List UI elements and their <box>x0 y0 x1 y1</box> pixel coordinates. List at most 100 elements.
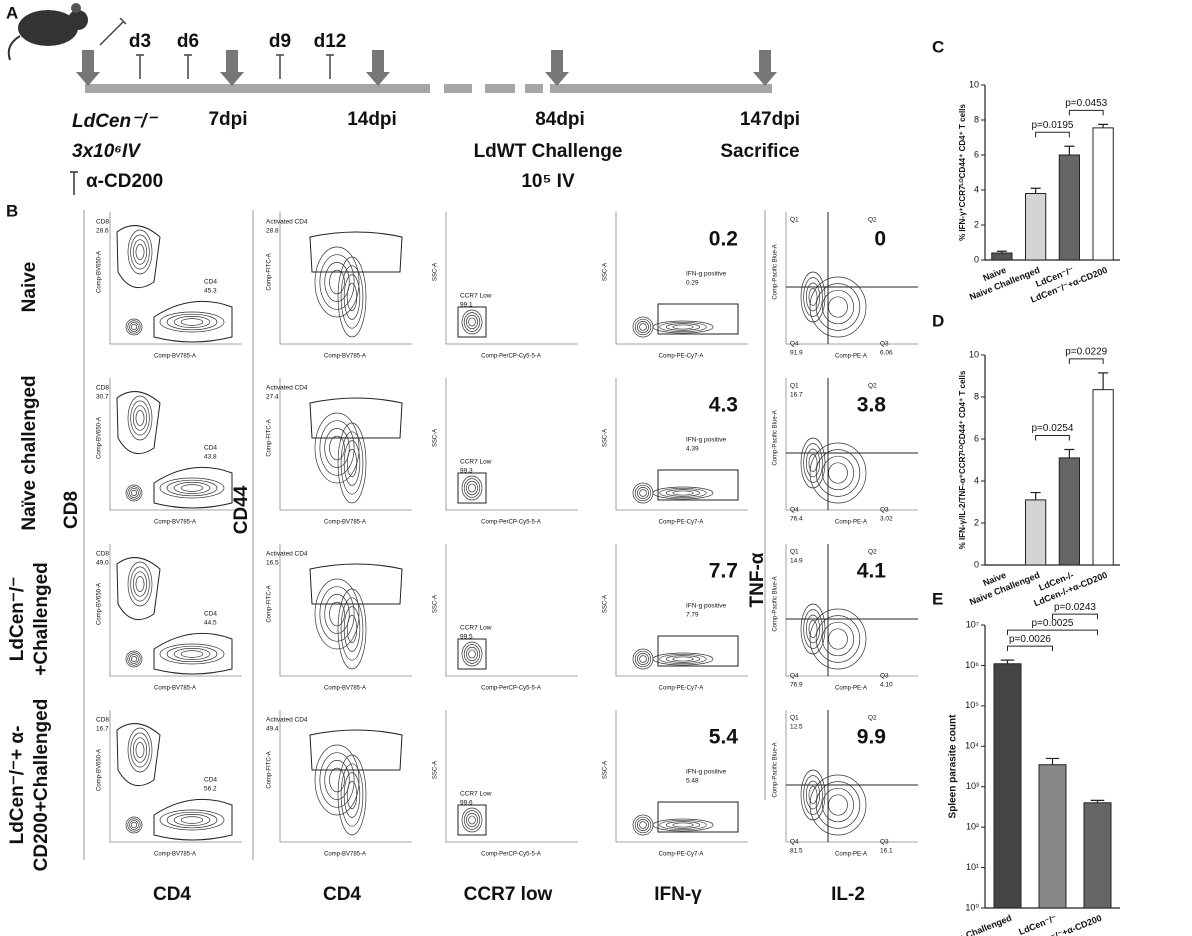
population <box>166 645 218 663</box>
quadrant <box>786 544 918 676</box>
gate-value: 91.9 <box>790 350 803 357</box>
panel-letter: B <box>6 201 18 220</box>
quadrant <box>786 212 918 344</box>
gate-label: CD8 <box>96 385 109 392</box>
injection-day: d9 <box>269 31 291 52</box>
p-value: p=0.0026 <box>1009 634 1051 645</box>
gate-value: 16.7 <box>790 392 803 399</box>
population <box>463 478 481 498</box>
plot-axes <box>785 378 918 511</box>
error-bar <box>1098 372 1109 390</box>
population <box>125 318 143 336</box>
population <box>639 821 647 829</box>
plot-axes <box>445 544 578 677</box>
population <box>166 479 218 497</box>
error-bar <box>1000 659 1015 664</box>
gate-label: Q4 <box>790 341 799 348</box>
y-tick-label: 10⁵ <box>965 700 979 710</box>
channel-x: Comp-PE-Cy7-A <box>659 520 704 526</box>
channel-x: Comp-PE-Cy7-A <box>659 686 704 692</box>
gate-label: Q4 <box>790 673 799 680</box>
population <box>329 767 345 793</box>
column-axis-label: CD8 <box>61 491 82 529</box>
population <box>129 820 139 830</box>
population <box>815 283 861 331</box>
gate <box>657 801 739 833</box>
channel-y: Comp-Pacific Blue-A <box>773 742 779 797</box>
gate-value: 56.2 <box>204 786 217 793</box>
gate-value: 16.1 <box>880 848 893 855</box>
channel-x: Comp-PE-A <box>835 686 867 692</box>
gate-label: Activated CD4 <box>266 385 308 392</box>
population <box>461 807 483 833</box>
population <box>815 449 861 497</box>
channel-y: Comp-Pacific Blue-A <box>773 410 779 465</box>
error-bar <box>996 250 1007 253</box>
gate-value: 99.6 <box>460 800 473 807</box>
population <box>132 571 148 597</box>
population <box>173 648 211 660</box>
channel-y: Comp-Pacific Blue-A <box>773 244 779 299</box>
channel-x: Comp-PE-A <box>835 852 867 858</box>
channel-y: SSC-A <box>603 595 609 613</box>
channel-x: Comp-PE-Cy7-A <box>659 852 704 858</box>
channel-x: Comp-BV785-A <box>154 354 196 360</box>
population <box>468 317 476 327</box>
gate <box>309 231 403 273</box>
plot-axes <box>445 212 578 345</box>
population <box>665 489 701 497</box>
gate-value: 28.8 <box>266 228 279 235</box>
population <box>808 786 818 804</box>
population <box>639 489 647 497</box>
population <box>135 576 145 592</box>
significance-bracket <box>1007 629 1098 636</box>
y-tick-label: 8 <box>974 114 979 124</box>
channel-x: Comp-BV785-A <box>154 520 196 526</box>
gate <box>116 723 161 787</box>
population <box>634 650 652 668</box>
gate-label: Q3 <box>880 341 889 348</box>
population <box>632 814 654 836</box>
gate-label: IFN-g positive <box>686 603 726 610</box>
column-axis-label: CD44 <box>231 485 252 534</box>
population <box>340 265 364 329</box>
channel-x: Comp-BV785-A <box>324 686 366 692</box>
gate <box>457 472 487 504</box>
y-tick-label: 0 <box>974 254 979 264</box>
gate <box>657 469 739 501</box>
population <box>672 490 694 496</box>
gate-label: Q1 <box>790 715 799 722</box>
population <box>659 487 707 499</box>
p-value: p=0.0453 <box>1065 98 1107 109</box>
channel-y: SSC-A <box>603 761 609 779</box>
population <box>800 769 826 821</box>
gate-label: CCR7 Low <box>460 791 492 798</box>
injection-day: d3 <box>129 31 151 52</box>
channel-y: SSC-A <box>433 595 439 613</box>
population <box>461 475 483 501</box>
population <box>461 641 483 667</box>
gate-label: CCR7 Low <box>460 293 492 300</box>
population <box>637 321 649 333</box>
population <box>803 775 823 815</box>
population <box>130 655 138 663</box>
panel-letter: E <box>932 589 943 608</box>
y-tick-label: 6 <box>974 149 979 159</box>
population <box>127 818 141 832</box>
gate <box>309 563 403 605</box>
population <box>466 314 478 330</box>
population <box>127 395 153 441</box>
gate-value: 16.7 <box>96 726 109 733</box>
population <box>634 816 652 834</box>
plot-axes <box>445 710 578 843</box>
p-value: p=0.0243 <box>1054 602 1096 613</box>
column-label: CD4 <box>323 884 361 905</box>
channel-y: Comp-BV650-A <box>97 417 103 459</box>
population <box>466 646 478 662</box>
plot-axes <box>445 378 578 511</box>
population <box>665 323 701 331</box>
population <box>466 480 478 496</box>
row-label: +Challenged <box>31 562 52 676</box>
population <box>634 318 652 336</box>
population <box>314 246 360 318</box>
